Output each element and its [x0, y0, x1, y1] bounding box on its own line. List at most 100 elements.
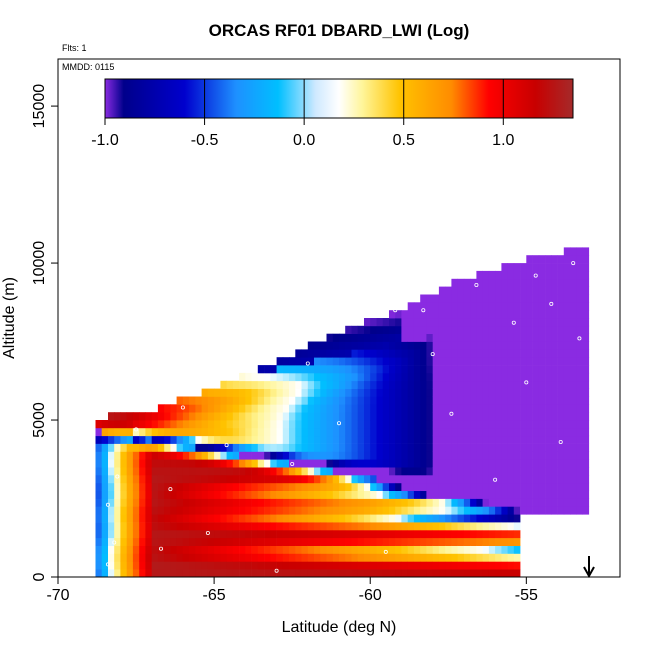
heatmap-cell: [538, 263, 546, 272]
heatmap-cell: [401, 498, 408, 507]
heatmap-cell: [389, 365, 396, 374]
heatmap-cell: [507, 318, 515, 327]
heatmap-cell: [395, 459, 402, 468]
heatmap-cell: [463, 514, 471, 523]
heatmap-cell: [413, 482, 421, 491]
heatmap-cell: [563, 286, 571, 295]
heatmap-cell: [364, 561, 371, 570]
heatmap-cell: [470, 490, 477, 499]
heatmap-cell: [289, 380, 296, 389]
heatmap-cell: [326, 553, 334, 562]
heatmap-cell: [270, 537, 277, 546]
heatmap-cell: [145, 490, 152, 499]
heatmap-cell: [413, 349, 421, 358]
heatmap-cell: [270, 404, 277, 413]
heatmap-cell: [413, 545, 421, 554]
heatmap-cell: [339, 451, 346, 460]
heatmap-cell: [413, 333, 421, 342]
heatmap-cell: [482, 365, 490, 374]
heatmap-cell: [95, 514, 103, 523]
heatmap-cell: [538, 412, 546, 421]
heatmap-cell: [239, 396, 246, 405]
heatmap-cell: [451, 506, 458, 515]
heatmap-cell: [108, 561, 115, 570]
y-axis-label: Altitude (m): [1, 277, 18, 359]
heatmap-cell: [557, 357, 565, 366]
heatmap-cell: [370, 388, 377, 397]
heatmap-cell: [482, 380, 490, 389]
heatmap-cell: [501, 420, 508, 429]
heatmap-cell: [445, 475, 452, 484]
heatmap-cell: [195, 553, 202, 562]
heatmap-cell: [132, 522, 140, 531]
heatmap-cell: [532, 270, 540, 280]
heatmap-cell: [145, 569, 152, 578]
heatmap-cell: [326, 561, 334, 570]
heatmap-cell: [420, 325, 427, 334]
heatmap-cell: [470, 380, 477, 389]
heatmap-cell: [307, 412, 315, 421]
heatmap-cell: [320, 451, 327, 460]
heatmap-cell: [370, 459, 377, 468]
heatmap-cell: [513, 263, 521, 272]
heatmap-cell: [226, 443, 234, 452]
heatmap-cell: [426, 412, 433, 421]
heatmap-cell: [545, 318, 552, 327]
heatmap-cell: [426, 427, 433, 437]
heatmap-cell: [357, 372, 365, 382]
heatmap-cell: [557, 420, 565, 429]
heatmap-cell: [413, 388, 421, 397]
heatmap-cell: [157, 443, 165, 452]
heatmap-cell: [426, 310, 433, 319]
heatmap-cell: [357, 529, 365, 539]
heatmap-cell: [251, 388, 259, 397]
heatmap-cell: [195, 435, 202, 444]
heatmap-cell: [157, 537, 165, 546]
heatmap-cell: [114, 506, 121, 515]
heatmap-cell: [332, 372, 340, 382]
heatmap-cell: [95, 427, 103, 437]
heatmap-cell: [401, 569, 408, 578]
heatmap-cell: [164, 475, 171, 484]
heatmap-cell: [401, 341, 408, 350]
heatmap-cell: [164, 522, 171, 531]
heatmap-cell: [307, 388, 315, 397]
heatmap-cell: [413, 498, 421, 507]
heatmap-cell: [276, 420, 284, 429]
heatmap-cell: [426, 498, 433, 507]
heatmap-cell: [476, 286, 483, 295]
heatmap-cell: [395, 412, 402, 421]
heatmap-cell: [507, 537, 515, 546]
heatmap-cell: [545, 349, 552, 358]
heatmap-cell: [376, 427, 384, 437]
heatmap-cell: [520, 435, 527, 444]
heatmap-cell: [407, 545, 415, 554]
heatmap-cell: [401, 506, 408, 515]
heatmap-cell: [176, 396, 184, 405]
heatmap-cell: [232, 404, 240, 413]
heatmap-cell: [395, 553, 402, 562]
heatmap-cell: [270, 396, 277, 405]
heatmap-cell: [176, 404, 184, 413]
heatmap-cell: [576, 247, 583, 256]
heatmap-cell: [139, 498, 146, 507]
y-tick-label: 0: [31, 572, 48, 581]
heatmap-cell: [407, 443, 415, 452]
heatmap-cell: [576, 396, 583, 405]
heatmap-cell: [339, 427, 346, 437]
heatmap-cell: [126, 529, 134, 539]
heatmap-cell: [307, 522, 315, 531]
heatmap-cell: [470, 349, 477, 358]
heatmap-cell: [420, 459, 427, 468]
heatmap-cell: [401, 412, 408, 421]
heatmap-cell: [545, 443, 552, 452]
heatmap-cell: [207, 553, 215, 562]
heatmap-cell: [370, 569, 377, 578]
heatmap-cell: [295, 412, 302, 421]
heatmap-cell: [151, 506, 159, 515]
heatmap-cell: [576, 498, 583, 507]
heatmap-cell: [120, 435, 127, 444]
heatmap-cell: [432, 514, 440, 523]
heatmap-cell: [245, 561, 252, 570]
heatmap-cell: [457, 451, 465, 460]
